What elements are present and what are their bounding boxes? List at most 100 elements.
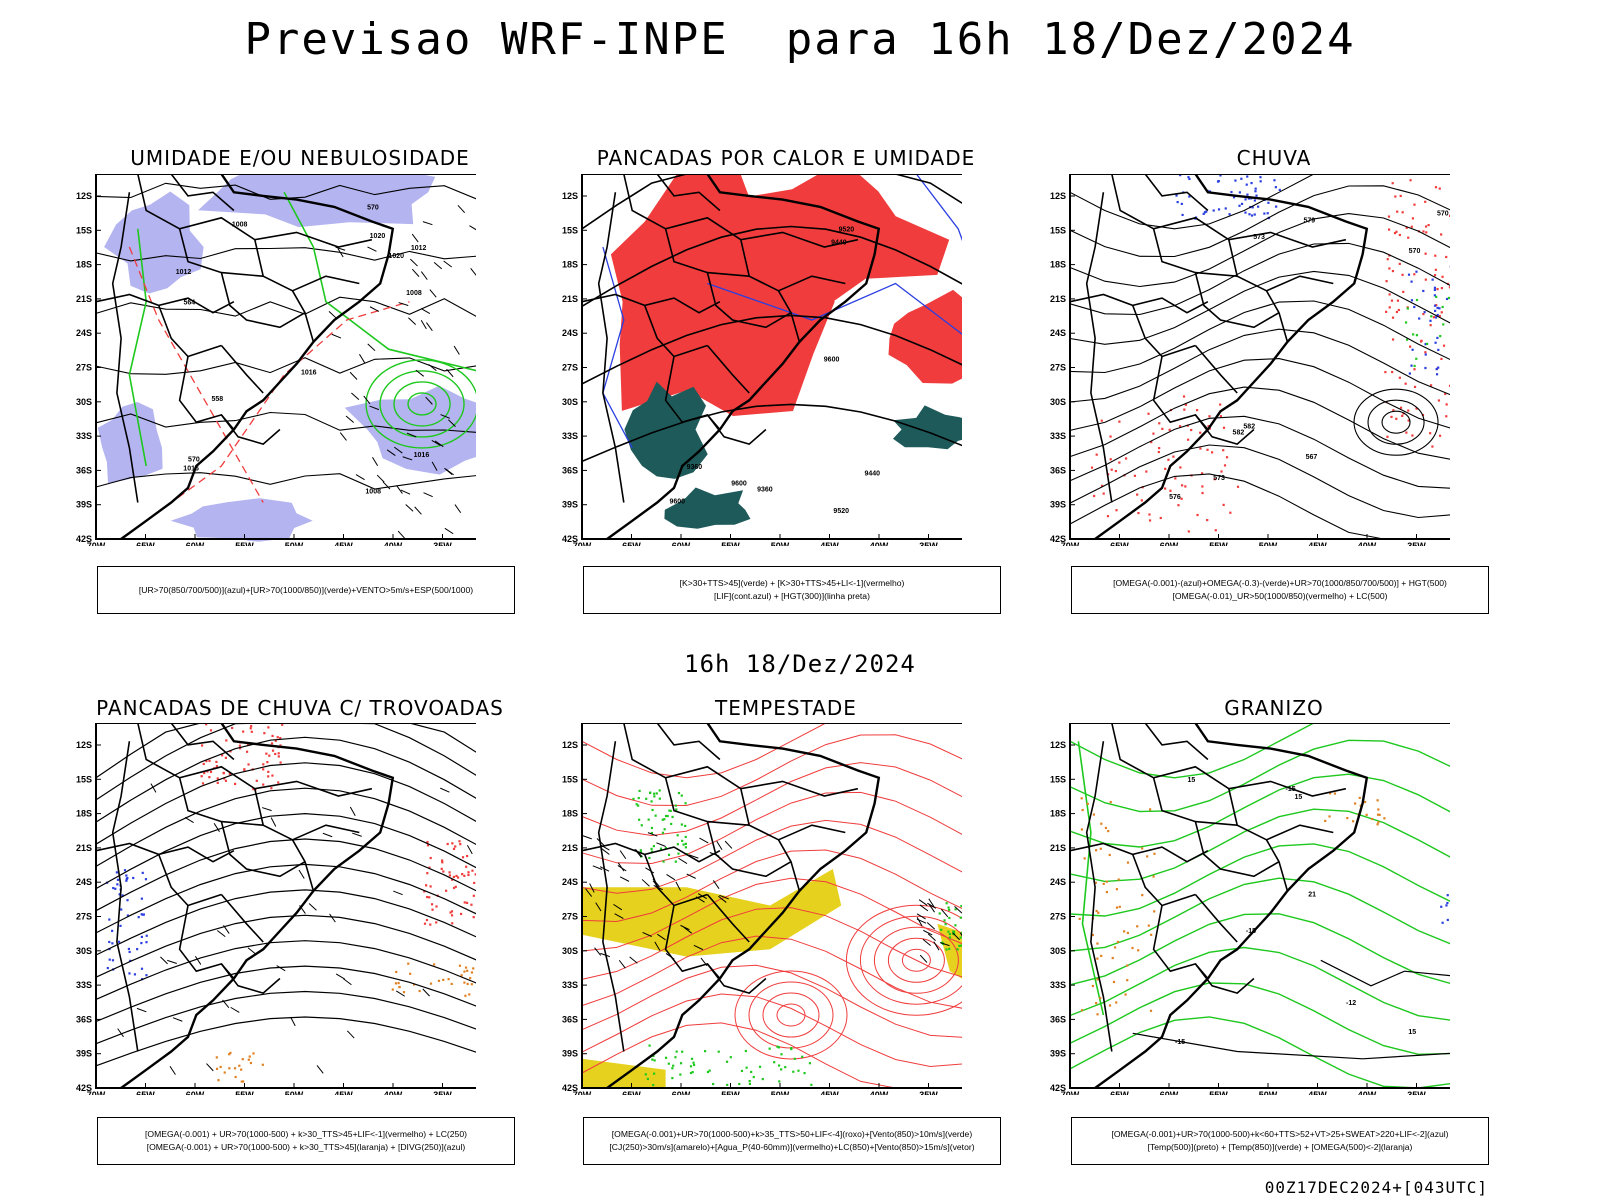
lon-label: 55W bbox=[235, 541, 254, 546]
wind-area-green bbox=[784, 1066, 787, 1069]
legend-line: [OMEGA(-0.001)+UR>70(1000-500)+k>35_TTS>… bbox=[611, 1129, 973, 1139]
rain-area-red bbox=[1124, 457, 1128, 460]
wind-area-green bbox=[651, 1058, 654, 1061]
storm-area-red bbox=[228, 772, 231, 775]
wind-vector bbox=[369, 306, 380, 312]
contour-line bbox=[95, 965, 476, 1023]
wind-vector bbox=[329, 913, 336, 923]
storm-area-orange bbox=[394, 982, 398, 985]
lat-label: 39S bbox=[562, 500, 578, 510]
humidity-area-upper bbox=[104, 191, 204, 294]
omega-area-orange bbox=[1116, 940, 1120, 944]
rain-area-blue bbox=[1274, 186, 1277, 189]
wind-area-green bbox=[674, 860, 677, 863]
map-frame bbox=[95, 723, 476, 1089]
rain-area-red bbox=[1384, 371, 1387, 374]
rain-area-red bbox=[1448, 384, 1450, 387]
wind-area-green bbox=[632, 797, 635, 801]
omega-area-orange bbox=[1328, 815, 1331, 818]
contour-ring bbox=[901, 948, 931, 972]
storm-area-red bbox=[279, 761, 282, 764]
divergence-area-blue bbox=[115, 871, 118, 874]
rain-area-blue bbox=[1217, 179, 1220, 183]
state-border bbox=[220, 272, 306, 329]
lon-label: 60W bbox=[1160, 1090, 1179, 1095]
contour-line bbox=[95, 723, 476, 801]
wind-vector bbox=[629, 956, 638, 964]
divergence-area-blue bbox=[133, 973, 137, 976]
storm-area-red bbox=[266, 761, 269, 764]
rain-area-red bbox=[1388, 306, 1391, 309]
wind-vector bbox=[355, 474, 365, 481]
contour-line bbox=[1069, 386, 1450, 460]
storm-area-red bbox=[270, 787, 273, 790]
wind-vector bbox=[716, 840, 723, 851]
storm-area-red bbox=[249, 727, 252, 730]
contour-label: -15 bbox=[1285, 786, 1295, 793]
wind-area-green bbox=[645, 797, 648, 800]
wind-vector bbox=[397, 530, 406, 539]
omega-area-orange bbox=[1126, 861, 1130, 864]
lon-label: 70W bbox=[573, 1090, 592, 1095]
wind-area-green bbox=[777, 1064, 781, 1067]
rain-area-blue bbox=[1424, 343, 1427, 346]
state-border bbox=[170, 723, 235, 761]
lon-label: 50W bbox=[1259, 541, 1278, 546]
wind-vector bbox=[415, 369, 425, 377]
wind-vector bbox=[443, 260, 452, 268]
rain-area-red bbox=[1406, 306, 1409, 309]
lon-label: 65W bbox=[622, 1090, 641, 1095]
wind-area-green bbox=[792, 1070, 795, 1073]
rain-area-red bbox=[1396, 210, 1399, 213]
omega-area-orange bbox=[1109, 800, 1112, 804]
storm-area-red bbox=[451, 878, 454, 881]
state-border bbox=[220, 821, 306, 878]
wind-vector bbox=[440, 787, 450, 793]
wind-area-green bbox=[948, 947, 951, 950]
wind-area-green bbox=[726, 1083, 729, 1087]
rain-area-red bbox=[1184, 485, 1187, 488]
omega-area-orange bbox=[1324, 819, 1327, 822]
state-border bbox=[664, 777, 750, 826]
rain-area-red bbox=[1177, 504, 1180, 507]
contour-label: 15 bbox=[1187, 777, 1195, 784]
contour-ring bbox=[845, 904, 962, 1016]
wind-area-green bbox=[654, 814, 657, 817]
rain-area-red bbox=[1210, 451, 1214, 454]
omega-area-orange bbox=[1147, 924, 1150, 927]
map-pancadas-calor: 9600 9600 9520 9520 9440 9440 9360 9360 9600 12S 1… bbox=[562, 174, 962, 546]
state-border bbox=[1144, 174, 1209, 212]
rain-area-blue bbox=[1202, 212, 1205, 215]
rain-area-red bbox=[1422, 312, 1425, 316]
storm-area-orange bbox=[215, 1056, 218, 1059]
lat-label: 21S bbox=[562, 843, 578, 853]
contour-label: 1016 bbox=[301, 370, 317, 377]
wind-vector bbox=[396, 485, 403, 494]
lat-label: 39S bbox=[76, 1049, 92, 1059]
wind-area-green bbox=[793, 1057, 796, 1060]
omega-area-orange bbox=[1376, 813, 1380, 816]
rain-area-blue bbox=[1188, 195, 1191, 198]
lat-label: 30S bbox=[76, 397, 92, 407]
wind-area-green bbox=[650, 850, 654, 853]
legend-tempestade: [OMEGA(-0.001)+UR>70(1000-500)+k>35_TTS>… bbox=[583, 1117, 1001, 1165]
state-border bbox=[706, 893, 750, 943]
wind-vector bbox=[699, 837, 709, 844]
wind-area-green bbox=[748, 1082, 752, 1086]
rain-area-red bbox=[1201, 485, 1204, 488]
rain-area-red bbox=[1440, 233, 1443, 236]
lat-label: 36S bbox=[562, 465, 578, 475]
rain-area-red bbox=[1391, 316, 1395, 319]
contour-line bbox=[581, 993, 962, 1068]
rain-area-red bbox=[1387, 228, 1391, 231]
contour-label: 558 bbox=[211, 396, 223, 403]
lon-label: 60W bbox=[672, 1090, 691, 1095]
wind-area-green bbox=[780, 1053, 783, 1056]
rain-area-red bbox=[1178, 425, 1182, 428]
storm-area-red bbox=[425, 918, 429, 922]
lon-label: 60W bbox=[186, 541, 205, 546]
storm-area-red bbox=[465, 854, 469, 858]
wind-area-green bbox=[778, 1080, 781, 1083]
wind-area-green bbox=[648, 856, 651, 860]
wind-area-green bbox=[689, 1071, 693, 1075]
